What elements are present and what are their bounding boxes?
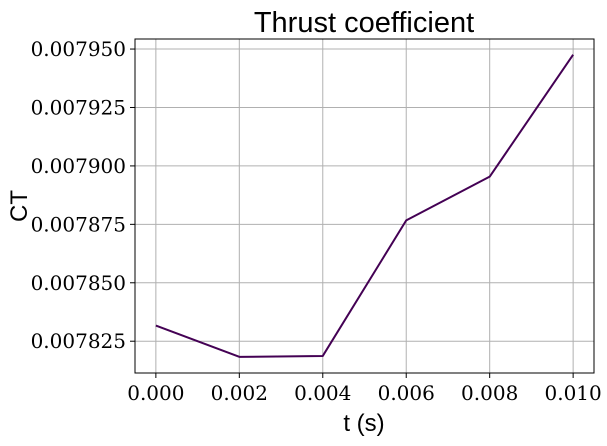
plot-frame xyxy=(134,38,595,374)
y-tick-label: 0.007850 xyxy=(31,271,126,295)
y-tick-label: 0.007825 xyxy=(31,329,126,353)
y-tick-label: 0.007950 xyxy=(31,37,126,61)
chart-title: Thrust coefficient xyxy=(254,7,474,39)
x-tick-label: 0.000 xyxy=(127,381,184,405)
x-tick-label: 0.002 xyxy=(211,381,268,405)
x-axis-label: t (s) xyxy=(343,410,384,437)
y-axis: 0.007825 0.007850 0.007875 0.007900 0.007925… xyxy=(31,37,135,353)
x-tick-label: 0.010 xyxy=(545,381,602,405)
x-tick-label: 0.008 xyxy=(461,381,518,405)
y-tick-label: 0.007925 xyxy=(31,95,126,119)
y-axis-label: CT xyxy=(6,190,33,222)
x-tick-label: 0.006 xyxy=(378,381,435,405)
x-tick-label: 0.004 xyxy=(294,381,351,405)
y-tick-label: 0.007900 xyxy=(31,154,126,178)
grid xyxy=(135,39,594,373)
series-layer xyxy=(155,54,574,358)
series-line xyxy=(155,54,574,358)
y-tick-label: 0.007875 xyxy=(31,212,126,236)
x-axis: 0.000 0.002 0.004 0.006 0.008 0.010 xyxy=(127,373,602,405)
